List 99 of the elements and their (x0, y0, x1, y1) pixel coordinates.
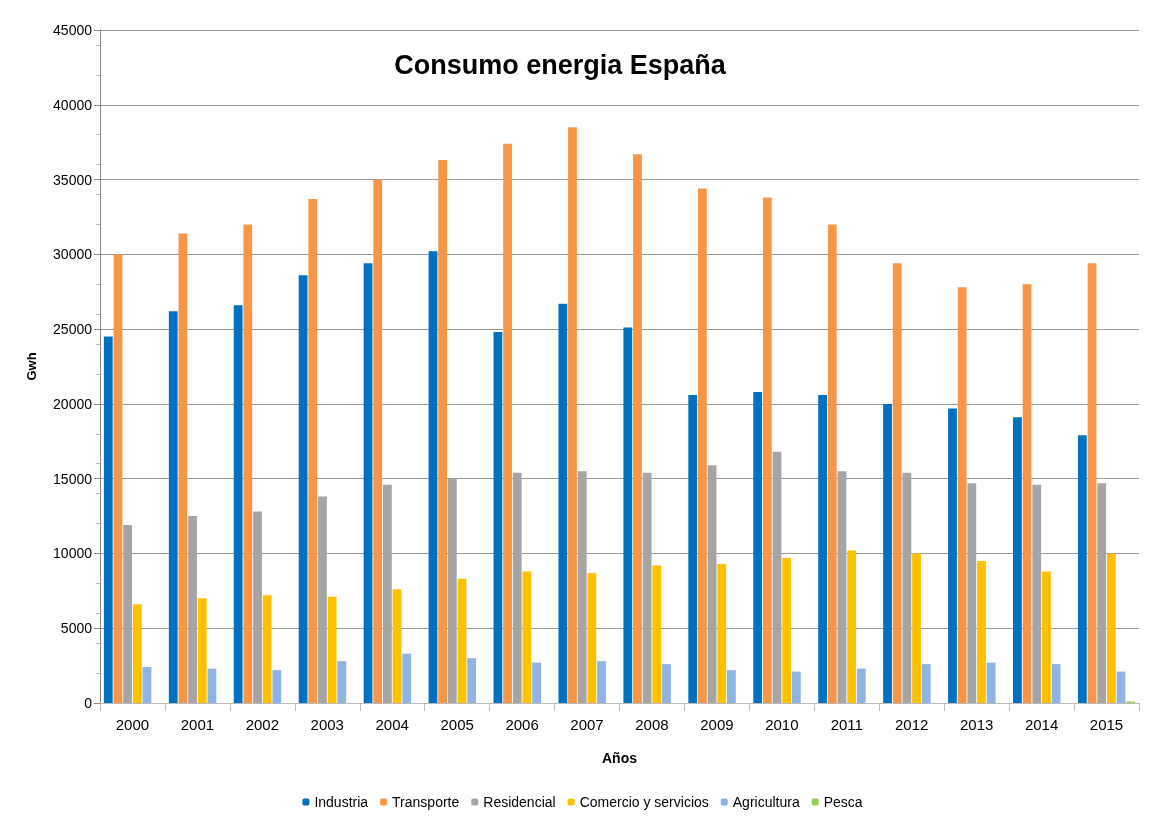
bar (957, 287, 967, 703)
bar (522, 571, 532, 703)
bar (1042, 571, 1051, 703)
x-axis-title: Años (602, 750, 638, 766)
x-tick-label: 2002 (245, 716, 280, 733)
x-tick-label: 2013 (959, 716, 994, 733)
bar (1013, 417, 1022, 703)
bar (308, 199, 318, 703)
x-tick-label: 2012 (895, 716, 929, 733)
bar (883, 403, 892, 703)
bar (262, 595, 272, 703)
bar (753, 391, 763, 703)
bar (233, 305, 243, 703)
bar (698, 188, 707, 703)
bar (113, 254, 123, 703)
bar (363, 263, 373, 703)
bar (847, 550, 857, 703)
x-tick-label: 2008 (635, 716, 669, 733)
bar (428, 251, 438, 703)
bar (892, 263, 902, 703)
bar (558, 303, 568, 703)
bar (1106, 553, 1116, 703)
bar (912, 553, 921, 703)
legend-label: Industria (314, 794, 369, 810)
legend-label: Pesca (823, 794, 863, 810)
y-tick-label: 25000 (53, 321, 93, 338)
bar (977, 560, 986, 703)
bar (727, 670, 736, 703)
bar (178, 233, 188, 703)
bar (762, 197, 772, 703)
bar (568, 127, 577, 703)
bar (688, 394, 698, 703)
bar (662, 664, 671, 703)
bar (856, 668, 866, 703)
x-tick-label: 2014 (1024, 716, 1059, 733)
y-tick-label: 15000 (53, 470, 93, 487)
bar (1051, 664, 1061, 703)
y-tick-label: 0 (84, 695, 93, 711)
bar (1077, 435, 1087, 703)
x-tick-label: 2004 (375, 716, 409, 733)
y-tick-label: 40000 (53, 96, 93, 113)
bar (652, 565, 662, 703)
x-tick-label: 2011 (830, 716, 863, 733)
x-tick-label: 2003 (310, 716, 344, 733)
y-axis-title: Gwh (24, 352, 39, 381)
bar (827, 224, 837, 703)
x-tick-label: 2001 (180, 716, 215, 733)
x-tick-label: 2010 (765, 716, 799, 733)
y-tick-label: 5000 (60, 620, 93, 637)
bar (207, 668, 217, 703)
legend-label: Agricultura (732, 794, 800, 810)
x-tick-label: 2005 (440, 716, 474, 733)
bar (1022, 284, 1032, 703)
y-tick-label: 35000 (53, 171, 93, 188)
legend-label: Residencial (483, 794, 556, 810)
bar (243, 224, 253, 703)
bar (623, 327, 633, 703)
y-tick-label: 10000 (53, 545, 93, 562)
bar (986, 662, 996, 703)
bar (438, 160, 448, 703)
bar (717, 563, 727, 703)
bar (921, 664, 931, 703)
bar (818, 394, 827, 703)
text: Consumo energia España (394, 49, 727, 80)
bar (791, 671, 801, 703)
x-tick-label: 2000 (115, 716, 150, 733)
bar (782, 557, 792, 703)
y-tick-label: 30000 (53, 246, 93, 263)
legend-label: Comercio y servicios (579, 794, 709, 810)
bar (457, 578, 467, 703)
y-tick-label: 20000 (53, 395, 93, 412)
bar (197, 598, 207, 703)
bar (327, 596, 337, 703)
bar (103, 336, 113, 703)
legend-label: Transporte (392, 794, 460, 810)
bar (633, 154, 642, 703)
x-tick-label: 2006 (505, 716, 539, 733)
bar (597, 661, 606, 703)
bar (587, 572, 597, 703)
bar (132, 604, 142, 703)
bar (392, 589, 402, 703)
bar (168, 311, 178, 703)
bar (337, 661, 347, 703)
bar (532, 662, 541, 703)
bar (142, 667, 152, 703)
bar (467, 658, 477, 703)
bar (1087, 263, 1097, 703)
y-tick-label: 45000 (53, 22, 93, 38)
bar (373, 179, 383, 703)
bar (298, 275, 308, 703)
x-tick-label: 2009 (700, 716, 734, 733)
bar (402, 653, 412, 703)
x-tick-label: 2007 (570, 716, 604, 733)
bar (493, 332, 503, 703)
bar (948, 408, 957, 703)
bar (1116, 671, 1126, 703)
bar (503, 143, 512, 703)
bar (272, 670, 282, 703)
x-tick-label: 2015 (1089, 716, 1124, 733)
